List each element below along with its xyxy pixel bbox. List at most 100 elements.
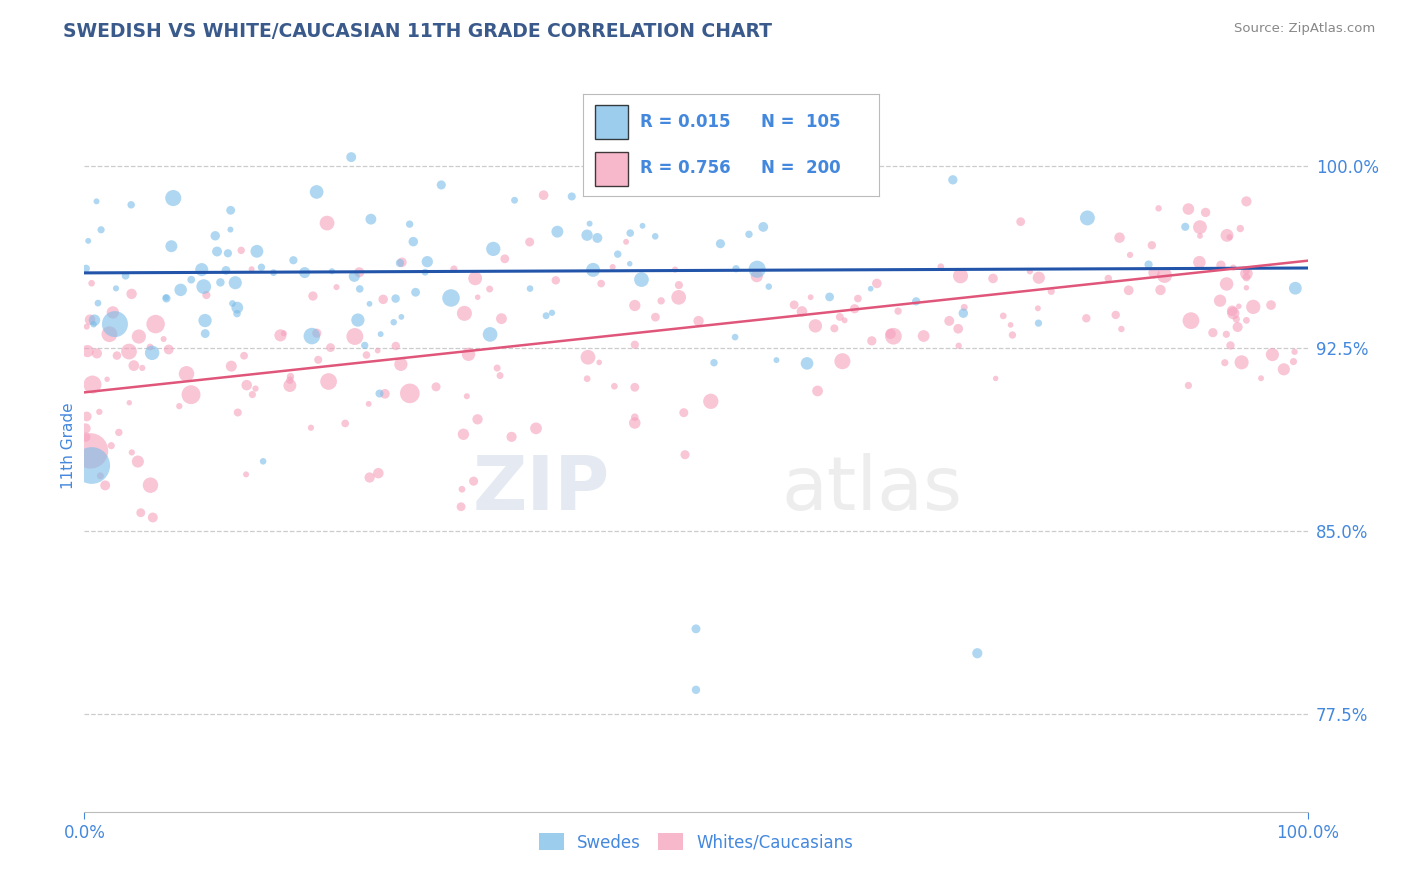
Point <box>121 445 143 459</box>
Point <box>765 353 787 368</box>
Point <box>139 340 162 354</box>
Point <box>1227 299 1250 313</box>
Point <box>828 310 851 324</box>
Point <box>89 468 111 483</box>
Point <box>368 386 391 401</box>
Point <box>1108 230 1130 244</box>
Text: atlas: atlas <box>782 453 963 526</box>
Point <box>688 314 710 328</box>
Point <box>121 286 143 301</box>
Point <box>952 306 974 320</box>
Point <box>221 296 243 310</box>
Point <box>752 219 775 234</box>
Point <box>367 343 389 358</box>
Point <box>152 332 174 346</box>
Point <box>80 458 103 473</box>
Point <box>294 266 316 280</box>
Point <box>1076 211 1098 225</box>
Point <box>450 500 472 514</box>
Point <box>1216 228 1239 243</box>
Point <box>221 359 243 373</box>
Point <box>359 470 381 484</box>
Point <box>382 315 405 329</box>
Point <box>1097 271 1119 285</box>
Point <box>180 273 202 287</box>
Text: R = 0.756: R = 0.756 <box>640 159 730 177</box>
Point <box>231 244 253 258</box>
Point <box>1222 260 1244 275</box>
Point <box>129 506 152 520</box>
Point <box>1001 328 1024 343</box>
Point <box>205 244 228 259</box>
Point <box>195 288 218 302</box>
Point <box>86 346 108 360</box>
Point <box>631 219 654 233</box>
Point <box>503 194 526 208</box>
Point <box>305 185 328 199</box>
Point <box>80 277 103 291</box>
Text: R = 0.015: R = 0.015 <box>640 113 730 131</box>
Point <box>190 262 212 277</box>
Point <box>1236 270 1258 285</box>
Point <box>101 305 124 319</box>
Point <box>818 290 841 304</box>
Point <box>1225 312 1247 326</box>
Point <box>846 292 869 306</box>
Point <box>194 326 217 341</box>
Point <box>98 327 121 342</box>
Point <box>1028 316 1050 330</box>
Point <box>831 146 853 161</box>
Point <box>370 327 392 342</box>
Point <box>1229 221 1251 235</box>
Point <box>1284 344 1306 359</box>
Point <box>1213 356 1236 370</box>
Point <box>384 292 406 306</box>
Point <box>486 361 509 376</box>
Point <box>912 329 935 343</box>
Point <box>623 416 645 430</box>
Point <box>467 412 489 426</box>
Point <box>724 261 747 276</box>
Point <box>194 313 217 327</box>
Point <box>246 244 269 259</box>
Point <box>114 268 136 283</box>
Point <box>299 421 322 435</box>
Point <box>948 339 970 353</box>
Point <box>302 289 325 303</box>
Point <box>489 368 512 383</box>
Point <box>90 223 112 237</box>
Point <box>882 329 904 343</box>
Point <box>1018 264 1040 278</box>
Point <box>104 317 127 331</box>
Point <box>79 312 101 326</box>
Point <box>100 439 122 453</box>
Point <box>118 396 141 410</box>
Point <box>1026 301 1049 316</box>
Point <box>77 234 100 248</box>
Point <box>783 298 806 312</box>
Point <box>534 309 557 323</box>
Point <box>118 344 141 359</box>
Point <box>1188 255 1211 269</box>
Point <box>193 279 215 293</box>
Point <box>250 260 273 275</box>
Text: N =  200: N = 200 <box>761 159 841 177</box>
Point <box>1194 205 1216 219</box>
Legend: Swedes, Whites/Caucasians: Swedes, Whites/Caucasians <box>533 827 859 858</box>
Point <box>644 310 666 325</box>
Point <box>440 291 463 305</box>
Point <box>75 430 97 444</box>
Point <box>1272 362 1295 376</box>
Point <box>240 262 263 277</box>
Point <box>157 343 180 357</box>
Point <box>546 225 568 239</box>
Point <box>823 321 845 335</box>
Point <box>1220 303 1243 318</box>
Point <box>464 271 486 285</box>
Point <box>280 369 302 384</box>
Point <box>834 313 856 327</box>
Point <box>582 263 605 277</box>
Point <box>664 262 686 277</box>
Point <box>318 375 340 389</box>
Point <box>887 304 910 318</box>
